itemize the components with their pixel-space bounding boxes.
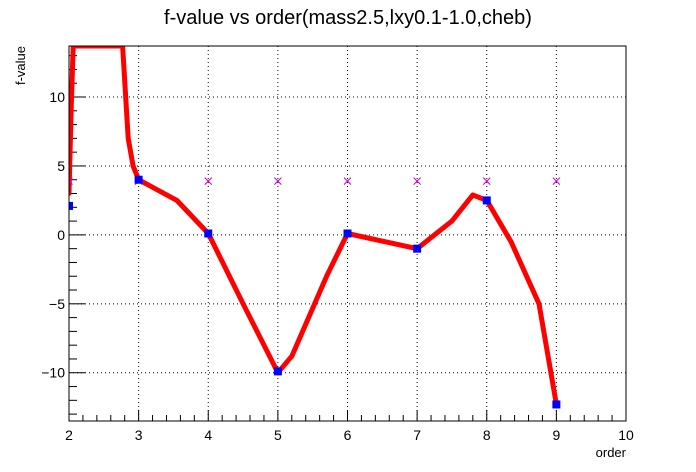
x-tick-label: 8 (483, 427, 491, 443)
cross-marker (413, 177, 421, 185)
square-marker (204, 229, 213, 238)
x-tick-label: 2 (65, 427, 73, 443)
x-tick-label: 10 (618, 427, 634, 443)
cross-marker (204, 177, 213, 185)
x-tick-label: 5 (274, 427, 282, 443)
chart-title: f-value vs order(mass2.5,lxy0.1-1.0,cheb… (164, 7, 532, 29)
x-tick-label: 4 (204, 427, 212, 443)
tick-labels: 2 3 4 5 6 7 8 9 10 −10 −5 0 5 10 (41, 89, 634, 443)
square-marker (134, 175, 143, 184)
square-marker (343, 229, 352, 238)
square-marker (273, 367, 282, 376)
y-tick-label: 5 (57, 158, 65, 174)
cross-marker (69, 177, 73, 185)
cross-marker (482, 177, 491, 185)
plot-series (69, 46, 561, 409)
square-marker (69, 201, 73, 210)
y-axis-label: f-value (13, 46, 28, 85)
y-tick-label: −10 (41, 365, 65, 381)
cross-marker (274, 177, 282, 185)
x-axis-label: order (596, 445, 627, 460)
axis-ticks (68, 55, 627, 421)
y-tick-label: 0 (57, 227, 65, 243)
plot-frame (68, 45, 627, 422)
x-tick-label: 9 (552, 427, 560, 443)
cross-marker (552, 177, 561, 185)
square-marker (482, 196, 491, 205)
x-tick-label: 7 (413, 427, 421, 443)
grid-lines (69, 46, 626, 421)
y-tick-label: −5 (49, 296, 65, 312)
x-tick-label: 6 (344, 427, 352, 443)
cross-marker (343, 177, 352, 185)
y-tick-label: 10 (49, 89, 65, 105)
square-marker (413, 244, 422, 253)
x-tick-label: 3 (135, 427, 143, 443)
square-marker (552, 400, 561, 409)
